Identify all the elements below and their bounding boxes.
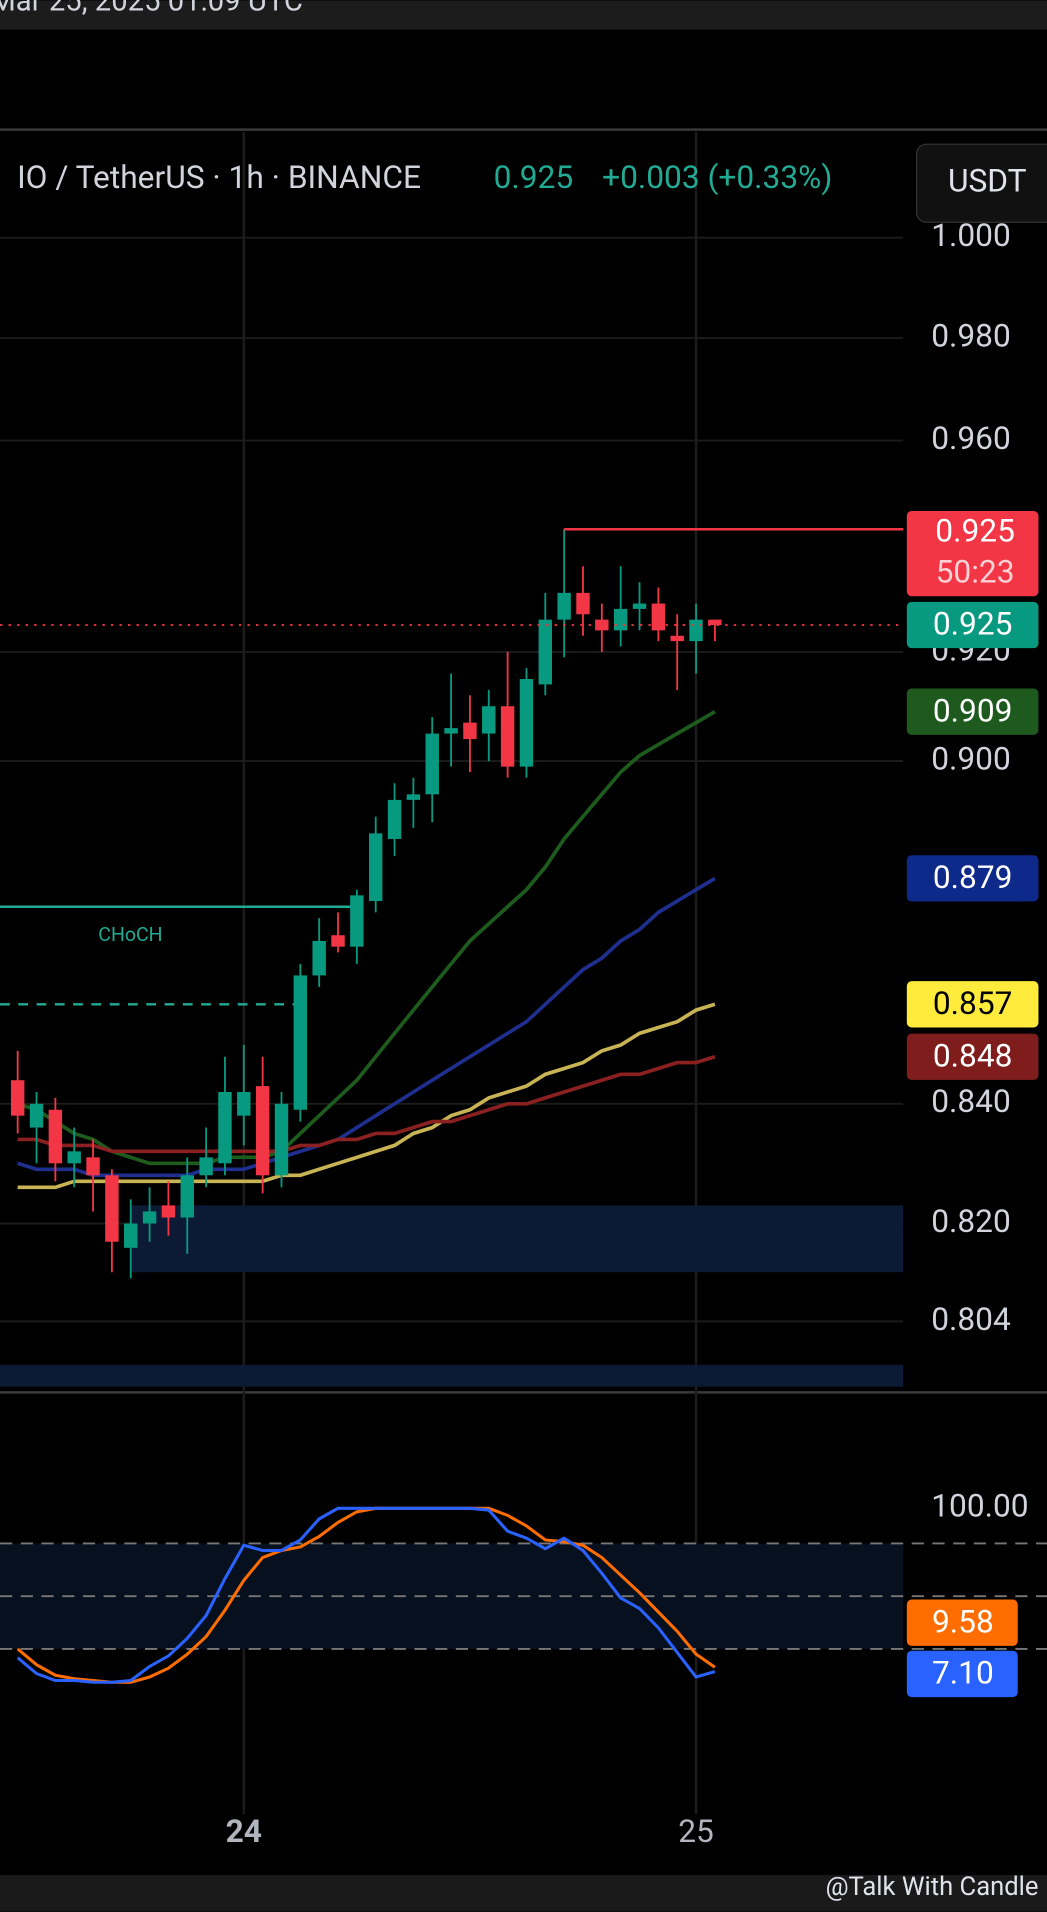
countdown-badge xyxy=(906,510,1039,597)
ma-badge xyxy=(906,1033,1039,1080)
candle-body xyxy=(105,1175,119,1242)
candle-body xyxy=(670,635,684,642)
candle-body xyxy=(10,1080,25,1116)
oscillator-badge xyxy=(906,1650,1018,1698)
candle-body xyxy=(557,592,571,620)
candle-body xyxy=(199,1157,213,1176)
x-tick-label: 25 xyxy=(678,1813,714,1850)
candle-body xyxy=(180,1175,194,1218)
last-price-badge-text: 0.925 xyxy=(933,606,1013,643)
moving-average xyxy=(17,876,716,1178)
oscillator-badge xyxy=(906,1599,1018,1646)
header-change: +0.003 (+0.33%) xyxy=(602,159,832,196)
candle-body xyxy=(500,706,515,767)
candle-body xyxy=(48,1109,63,1164)
y-tick-label: 0.980 xyxy=(931,317,1011,354)
ma-badge-text: 0.857 xyxy=(933,985,1013,1022)
candle-body xyxy=(124,1223,138,1248)
candle-body xyxy=(142,1211,157,1224)
x-tick-label: 24 xyxy=(226,1813,262,1850)
header-price: 0.925 xyxy=(494,159,574,196)
ma-badge-text: 0.848 xyxy=(933,1037,1013,1074)
candle-body xyxy=(67,1151,81,1164)
candle-body xyxy=(218,1092,232,1164)
candle-body xyxy=(29,1103,44,1128)
top-bar xyxy=(0,0,1047,30)
candle-body xyxy=(312,940,326,976)
moving-average xyxy=(17,1054,716,1154)
plot: 1.0000.9800.9600.9200.9000.8400.8200.804… xyxy=(0,132,1047,1850)
ma-badge-text: 0.879 xyxy=(933,859,1013,896)
zone xyxy=(0,1364,904,1387)
candle-body xyxy=(708,619,722,625)
candle-body xyxy=(406,794,421,800)
ma-badge xyxy=(906,688,1039,735)
moving-average xyxy=(17,710,716,1166)
zone xyxy=(130,1205,904,1273)
countdown-price: 0.925 xyxy=(935,512,1015,549)
bottom-bar xyxy=(0,1875,1047,1912)
watermark: @Talk With Candle xyxy=(826,1872,1039,1902)
candle-body xyxy=(368,833,383,902)
choch-label: CHoCH xyxy=(98,923,162,946)
candle-body xyxy=(632,603,647,609)
y-tick-label: 100.00 xyxy=(931,1488,1028,1525)
ma-badge xyxy=(906,855,1039,902)
countdown: 50:23 xyxy=(936,554,1015,591)
y-tick-label: 0.820 xyxy=(931,1203,1011,1240)
timestamp: Mar 25, 2025 01:09 UTC xyxy=(0,0,303,19)
y-tick-label: 0.804 xyxy=(931,1301,1011,1338)
candle-body xyxy=(274,1103,289,1176)
candle-body xyxy=(237,1092,251,1116)
symbol-title: IO / TetherUS · 1h · BINANCE xyxy=(17,159,421,196)
candle-body xyxy=(350,895,364,947)
currency-button[interactable] xyxy=(915,143,1047,223)
oscillator-badge-text: 9.58 xyxy=(932,1603,994,1640)
candle-body xyxy=(595,619,609,631)
candle-body xyxy=(613,608,628,631)
candle-body xyxy=(161,1205,176,1218)
last-price-badge xyxy=(906,601,1039,649)
candle-body xyxy=(331,935,345,947)
candle-body xyxy=(425,733,439,795)
candle-body xyxy=(519,678,534,767)
y-tick-label: 0.960 xyxy=(931,420,1011,457)
candle-body xyxy=(444,728,458,734)
candle-body xyxy=(576,592,590,615)
currency[interactable]: USDT xyxy=(948,163,1027,200)
candle-body xyxy=(689,619,703,642)
oscillator-badge-text: 7.10 xyxy=(932,1655,994,1692)
oscillator-line xyxy=(16,1506,716,1684)
ma-badge-text: 0.909 xyxy=(933,692,1013,729)
candle-body xyxy=(482,706,496,734)
ma-badge xyxy=(906,981,1039,1028)
candle-body xyxy=(86,1157,100,1176)
candle-body xyxy=(463,722,477,740)
y-tick-label: 0.900 xyxy=(931,740,1011,777)
y-tick-label: 0.840 xyxy=(931,1083,1011,1120)
candle-body xyxy=(293,975,308,1110)
candle-body xyxy=(538,619,552,685)
y-tick-label: 1.000 xyxy=(931,217,1011,254)
candle-body xyxy=(651,603,666,631)
moving-average xyxy=(17,1002,716,1190)
oscillator-line xyxy=(16,1506,716,1684)
candle-body xyxy=(387,799,402,839)
candle-body xyxy=(255,1086,270,1176)
